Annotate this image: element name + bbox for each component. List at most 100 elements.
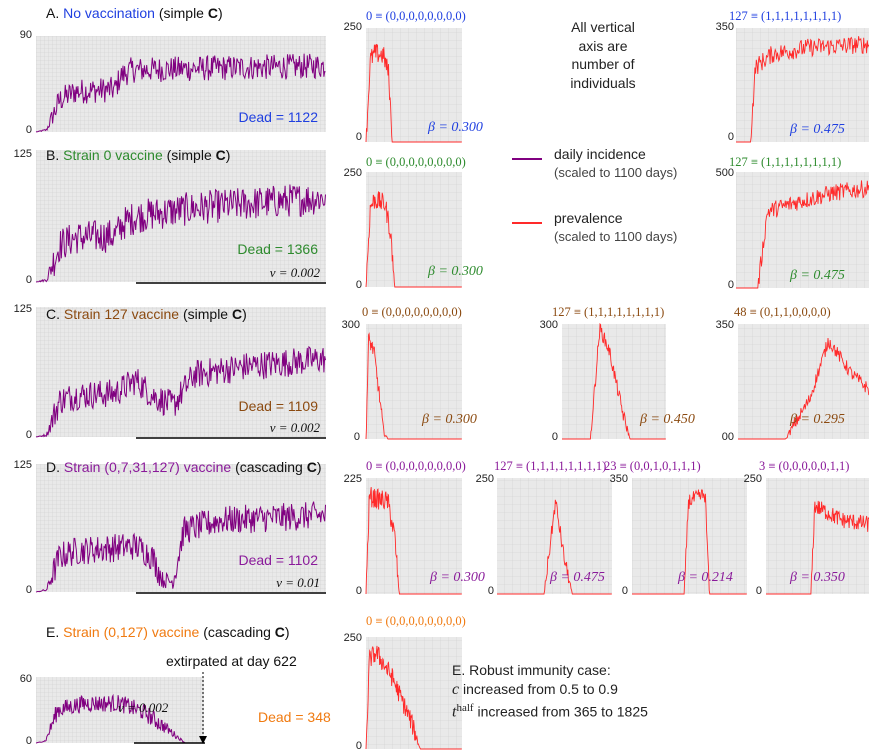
strain-panel: 300 0 127 ≡ (1,1,1,1,1,1,1,1) β = 0.450: [540, 305, 695, 443]
panel-title-prefix: E.: [46, 624, 63, 640]
y-tick-label: 250: [744, 473, 762, 485]
c-text: increased from 0.5 to 0.9: [463, 681, 618, 697]
beta-label: β = 0.295: [789, 412, 845, 427]
strain-panel: 250 0 0 ≡ (0,0,0,0,0,0,0,0) β = 0.300: [344, 155, 483, 291]
strain-label: 0 ≡ (0,0,0,0,0,0,0,0): [366, 614, 466, 628]
y-tick-label: 250: [344, 167, 362, 179]
panel-title-strain: Strain 0 vaccine: [63, 147, 167, 163]
axis-note-line: axis are: [578, 37, 628, 54]
panel-title-bold: C: [307, 459, 317, 475]
y-tick-label: 0: [26, 735, 32, 747]
legend-sublabel: (scaled to 1100 days): [554, 229, 678, 244]
dead-count-label: Dead = 348: [258, 709, 331, 725]
y-tick-label: 0: [356, 740, 362, 752]
incidence-series-line: [35, 693, 186, 744]
dead-count-label: Dead = 1102: [238, 552, 318, 568]
y-tick-label: 0: [728, 279, 734, 291]
vaccination-rate-label: v = 0.002: [118, 700, 169, 715]
y-tick-label: 250: [476, 473, 494, 485]
vaccination-rate-label: v = 0.01: [276, 575, 320, 590]
y-tick-label: 350: [716, 319, 734, 331]
legend-sublabel: (scaled to 1100 days): [554, 165, 678, 180]
robust-title: E. Robust immunity case:: [452, 662, 611, 678]
prevalence-series-line: [632, 489, 747, 595]
panel-title-suffix: (cascading: [235, 459, 307, 475]
robust-t-line: thalf increased from 365 to 1825: [452, 699, 772, 722]
panel-title: A. No vaccination (simple C): [46, 5, 223, 21]
beta-label: β = 0.300: [427, 120, 483, 135]
beta-label: β = 0.350: [789, 570, 845, 585]
beta-label: β = 0.475: [789, 122, 845, 137]
plot-area: [36, 307, 326, 437]
plot-area: [366, 28, 462, 142]
beta-label: β = 0.450: [639, 412, 695, 427]
y-tick-label: 0: [552, 431, 558, 443]
strain-panel: 350 00 48 ≡ (0,1,1,0,0,0,0) β = 0.295: [716, 305, 869, 443]
incidence-series-line: [35, 345, 326, 438]
legend: daily incidence (scaled to 1100 days) pr…: [512, 146, 712, 274]
y-tick-label: 0: [26, 584, 32, 596]
y-tick-label: 60: [20, 673, 32, 685]
incidence-series-line: [35, 184, 326, 283]
panel-title-bold: C: [216, 147, 226, 163]
prevalence-series-line: [562, 322, 666, 440]
strain-label: 0 ≡ (0,0,0,0,0,0,0,0): [366, 9, 466, 23]
y-tick-label: 00: [722, 431, 734, 443]
strain-panel: 300 0 0 ≡ (0,0,0,0,0,0,0,0) β = 0.300: [342, 305, 477, 443]
plot-area: [36, 36, 326, 132]
y-tick-label: 300: [342, 319, 360, 331]
y-tick-label: 350: [716, 21, 734, 33]
plot-area: [366, 324, 462, 439]
panel-title-close: ): [218, 5, 223, 21]
plot-area: [736, 28, 869, 142]
c-symbol: c: [452, 681, 460, 698]
dead-count-label: Dead = 1366: [237, 241, 318, 257]
panel-title-prefix: C.: [46, 306, 64, 322]
plot-area: [497, 478, 612, 594]
dead-count-label: Dead = 1122: [238, 109, 318, 125]
y-tick-label: 0: [728, 131, 734, 143]
panel-title-suffix: (simple: [183, 306, 232, 322]
legend-item-prevalence: prevalence (scaled to 1100 days): [512, 210, 712, 274]
legend-swatch-incidence: [512, 158, 542, 160]
panel-e: 60 0 E. Strain (0,127) vaccine (cascading …: [20, 624, 331, 747]
legend-item-incidence: daily incidence (scaled to 1100 days): [512, 146, 712, 210]
prevalence-series-line: [365, 44, 462, 143]
panel-title: B. Strain 0 vaccine (simple C): [46, 147, 230, 163]
panel-title-close: ): [285, 624, 290, 640]
prevalence-series-line: [497, 499, 612, 595]
axis-note-line: All vertical: [571, 19, 635, 35]
panel-title-prefix: A.: [46, 5, 63, 21]
prevalence-series-line: [736, 180, 869, 289]
axis-note-line: individuals: [570, 74, 636, 91]
panel-title-suffix: (simple: [167, 147, 216, 163]
panel-title-prefix: B.: [46, 147, 63, 163]
panel-title: C. Strain 127 vaccine (simple C): [46, 306, 247, 322]
y-tick-label: 90: [20, 29, 32, 41]
strain-panel: 350 0 127 ≡ (1,1,1,1,1,1,1,1) β = 0.475: [716, 9, 869, 143]
strain-label: 127 ≡ (1,1,1,1,1,1,1,1): [494, 459, 606, 473]
y-tick-label: 350: [610, 473, 628, 485]
plot-area: [736, 172, 869, 288]
beta-label: β = 0.300: [421, 412, 477, 427]
plot-area: [738, 324, 869, 439]
prevalence-series-line: [738, 337, 869, 440]
y-tick-label: 125: [14, 303, 32, 315]
beta-label: β = 0.214: [677, 570, 733, 585]
prevalence-series-line: [365, 645, 462, 750]
vaccination-rate-label: v = 0.002: [270, 420, 321, 435]
strain-panel: 250 0 0 ≡ (0,0,0,0,0,0,0,0): [344, 614, 466, 752]
prevalence-series-line: [766, 500, 869, 595]
y-tick-label: 0: [356, 585, 362, 597]
y-tick-label: 0: [622, 585, 628, 597]
y-tick-label: 0: [354, 431, 360, 443]
y-tick-label: 125: [14, 148, 32, 160]
strain-label: 3 ≡ (0,0,0,0,0,1,1): [759, 459, 849, 473]
strain-panel: 500 0 127 ≡ (1,1,1,1,1,1,1,1) β = 0.475: [716, 155, 869, 291]
strain-label: 0 ≡ (0,0,0,0,0,0,0,0): [362, 305, 462, 319]
beta-label: β = 0.475: [549, 570, 605, 585]
strain-label: 127 ≡ (1,1,1,1,1,1,1,1): [729, 155, 841, 169]
panel-title-strain: No vaccination: [63, 5, 159, 21]
panel-title-close: ): [317, 459, 322, 475]
y-tick-label: 250: [344, 21, 362, 33]
